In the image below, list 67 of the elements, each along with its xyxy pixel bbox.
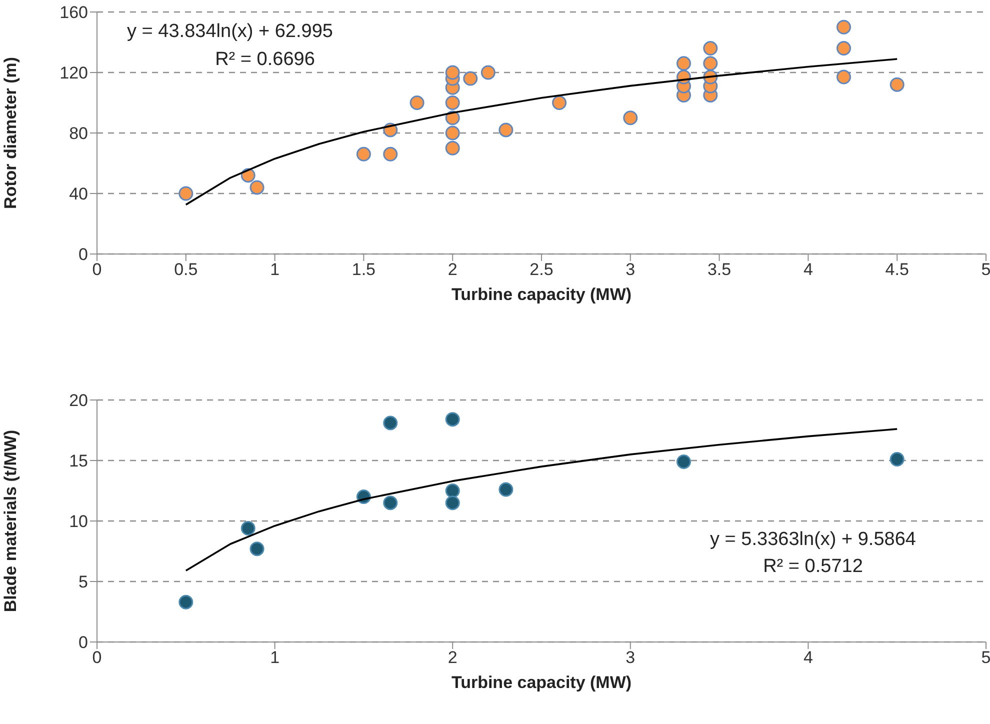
x-tick-label: 5	[981, 260, 990, 280]
point	[480, 65, 496, 80]
x-tick-label: 2	[448, 648, 458, 668]
x-tick-label: 4	[803, 648, 813, 668]
annotation: y = 43.834ln(x) + 62.995	[127, 21, 333, 43]
point	[445, 96, 460, 110]
y-tick-label: 0	[78, 245, 88, 264]
point	[356, 146, 371, 162]
x-tick-label: 0	[92, 260, 102, 280]
point	[240, 521, 256, 536]
point	[445, 140, 460, 156]
y-tick-label: 40	[69, 184, 88, 204]
point	[703, 41, 718, 56]
x-axis-title: Turbine capacity (MW)	[451, 673, 632, 692]
point	[498, 122, 514, 138]
point	[836, 41, 852, 56]
annotation: R² = 0.5712	[763, 556, 863, 578]
point	[383, 146, 398, 162]
x-tick-label: 3	[626, 260, 636, 280]
point	[445, 65, 460, 80]
x-axis-title: Turbine capacity (MW)	[451, 285, 632, 304]
point	[178, 186, 194, 201]
point	[445, 412, 460, 427]
point	[552, 96, 567, 110]
x-tick-label: 2	[448, 260, 458, 280]
point	[703, 56, 718, 71]
point	[676, 56, 691, 71]
x-tick-label: 4	[803, 260, 813, 280]
y-tick-label: 15	[69, 452, 88, 471]
x-tick-label: 1	[270, 260, 280, 280]
x-tick-label: 2.5	[530, 260, 554, 280]
y-tick-label: 20	[69, 391, 88, 410]
y-tick-label: 0	[78, 633, 88, 652]
x-tick-label: 4.5	[885, 260, 909, 280]
point	[250, 542, 264, 556]
point	[836, 20, 852, 34]
point	[836, 70, 852, 84]
point	[383, 416, 398, 430]
annotation: R² = 0.6696	[215, 49, 315, 71]
y-tick-label: 120	[60, 64, 88, 83]
x-tick-label: 1.5	[352, 260, 376, 280]
x-tick-label: 0	[92, 648, 102, 668]
point	[250, 180, 264, 195]
y-axis-title: Blade materials (t/MW)	[1, 430, 20, 612]
point	[890, 77, 904, 92]
point	[445, 496, 460, 510]
point	[445, 126, 460, 140]
annotation: y = 5.3363ln(x) + 9.5864	[710, 529, 916, 551]
point	[498, 482, 514, 497]
y-tick-label: 80	[69, 124, 88, 144]
y-tick-label: 160	[60, 3, 88, 22]
point	[463, 71, 478, 86]
x-tick-label: 3.5	[707, 260, 732, 280]
point	[383, 496, 398, 510]
point	[890, 452, 904, 467]
y-axis-title: Rotor diameter (m)	[1, 56, 20, 210]
point	[623, 110, 638, 126]
x-tick-label: 5	[981, 648, 990, 668]
x-tick-label: 0.5	[174, 260, 198, 280]
point	[410, 96, 424, 110]
x-tick-label: 3	[626, 648, 636, 668]
y-tick-label: 10	[69, 512, 88, 532]
y-tick-label: 5	[78, 572, 88, 592]
x-tick-label: 1	[270, 648, 280, 668]
point	[445, 484, 460, 498]
point	[676, 454, 691, 469]
point	[178, 594, 194, 610]
